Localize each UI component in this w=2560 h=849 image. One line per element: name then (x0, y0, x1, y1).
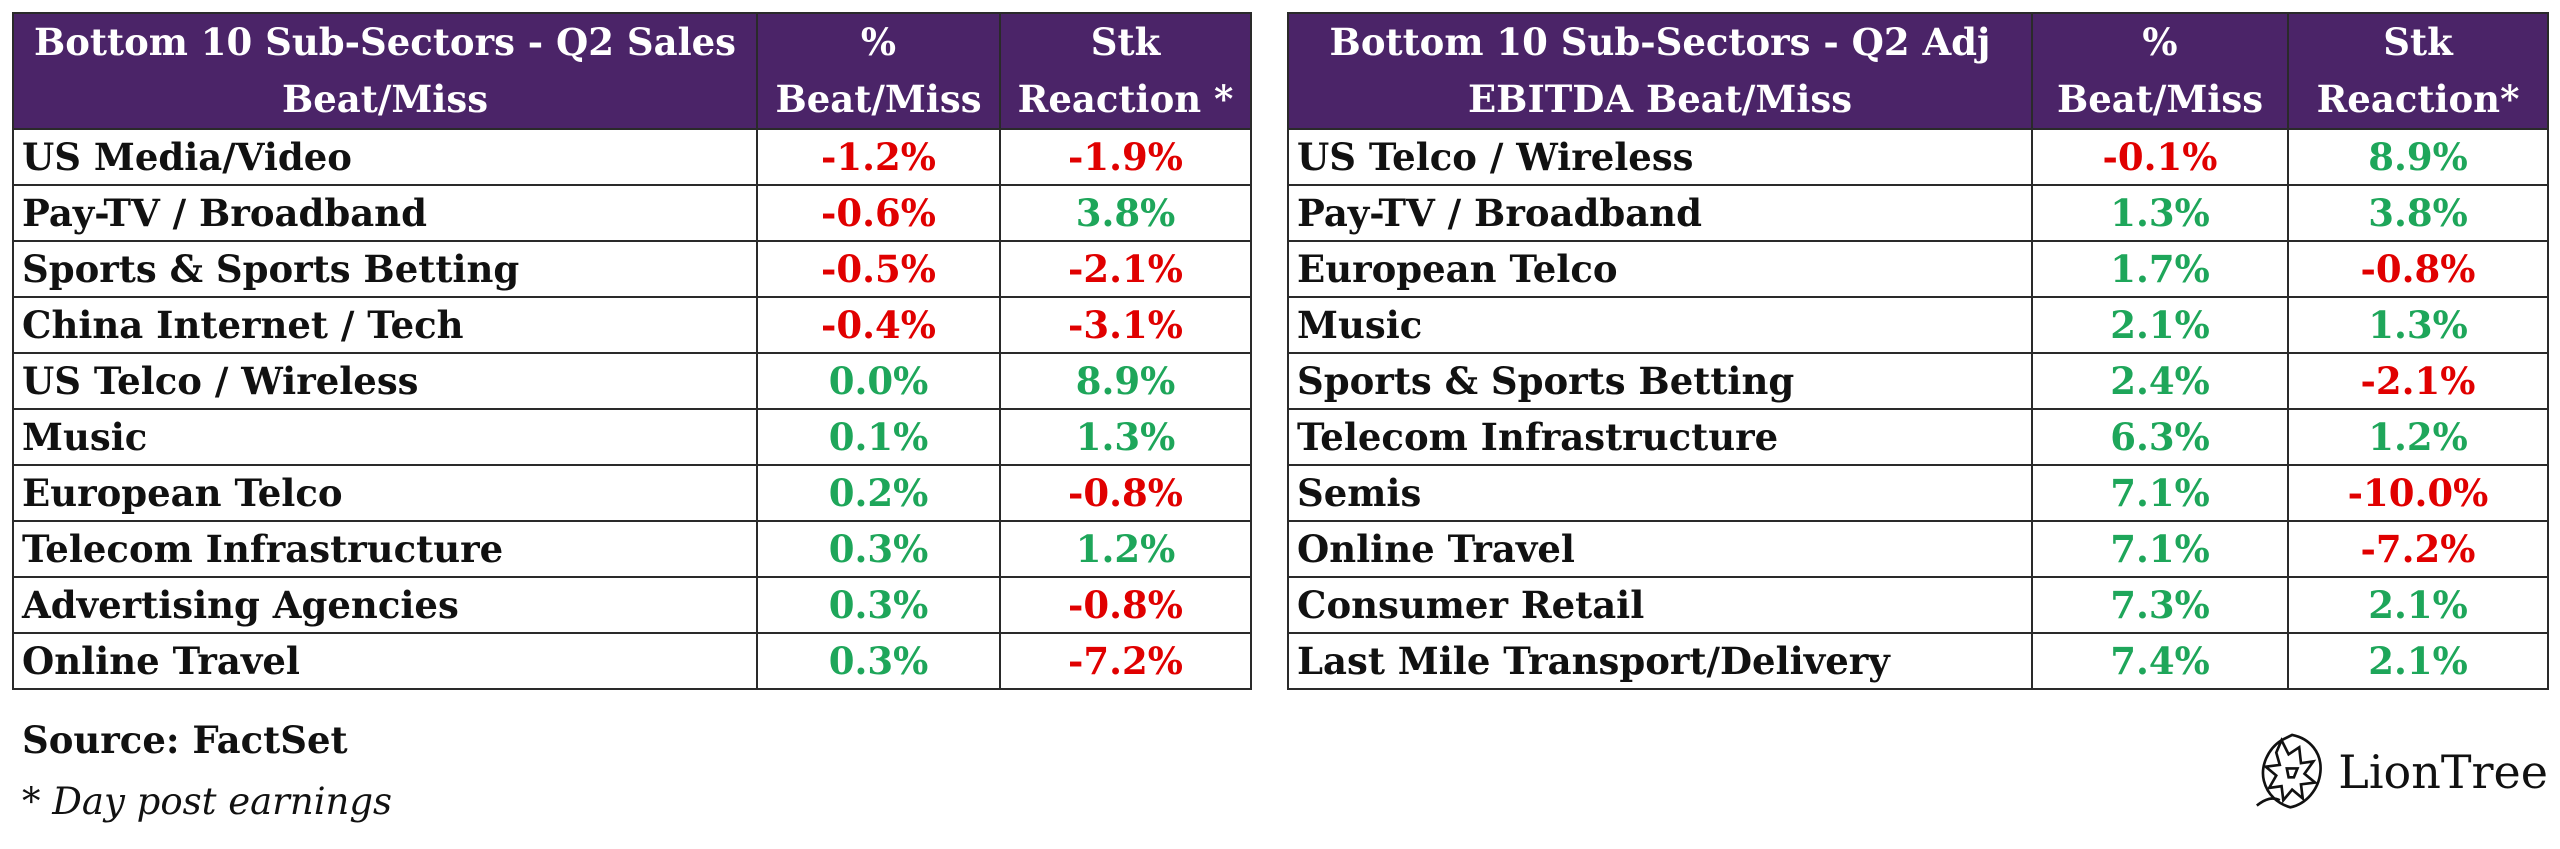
table-header-row: Bottom 10 Sub-Sectors - Q2 Sales Beat/Mi… (12, 12, 1252, 130)
logo-text: LionTree (2338, 745, 2548, 799)
beat-miss-cell: 0.1% (756, 408, 1001, 466)
table-row: Advertising Agencies 0.3% -0.8% (12, 576, 1252, 634)
table-row: US Telco / Wireless 0.0% 8.9% (12, 352, 1252, 410)
sector-cell: Last Mile Transport/Delivery (1287, 632, 2033, 690)
beat-miss-cell: -1.2% (756, 128, 1001, 186)
table-row: Consumer Retail 7.3% 2.1% (1287, 576, 2549, 634)
table-row: Online Travel 7.1% -7.2% (1287, 520, 2549, 578)
stock-reaction-cell: 1.2% (2287, 408, 2549, 466)
stock-reaction-cell: -7.2% (999, 632, 1252, 690)
beat-miss-cell: 7.4% (2031, 632, 2289, 690)
header-stock-reaction: Stk Reaction * (999, 12, 1252, 130)
beat-miss-cell: 6.3% (2031, 408, 2289, 466)
stock-reaction-cell: 1.3% (999, 408, 1252, 466)
stock-reaction-cell: 8.9% (999, 352, 1252, 410)
lion-head-icon (2256, 733, 2322, 809)
stock-reaction-cell: -1.9% (999, 128, 1252, 186)
footnote: * Day post earnings (22, 780, 393, 823)
table-row: Semis 7.1% -10.0% (1287, 464, 2549, 522)
sector-cell: Online Travel (12, 632, 758, 690)
beat-miss-cell: 7.1% (2031, 464, 2289, 522)
sector-cell: European Telco (12, 464, 758, 522)
table-row: Sports & Sports Betting 2.4% -2.1% (1287, 352, 2549, 410)
sector-cell: Telecom Infrastructure (1287, 408, 2033, 466)
sector-cell: Online Travel (1287, 520, 2033, 578)
beat-miss-cell: 2.4% (2031, 352, 2289, 410)
sector-cell: US Media/Video (12, 128, 758, 186)
table-row: Music 0.1% 1.3% (12, 408, 1252, 466)
table-row: Telecom Infrastructure 6.3% 1.2% (1287, 408, 2549, 466)
table-row: Telecom Infrastructure 0.3% 1.2% (12, 520, 1252, 578)
sector-cell: Pay-TV / Broadband (12, 184, 758, 242)
sector-cell: China Internet / Tech (12, 296, 758, 354)
sector-cell: Music (12, 408, 758, 466)
sector-cell: Sports & Sports Betting (1287, 352, 2033, 410)
table-row: Sports & Sports Betting -0.5% -2.1% (12, 240, 1252, 298)
stock-reaction-cell: -10.0% (2287, 464, 2549, 522)
table-row: Last Mile Transport/Delivery 7.4% 2.1% (1287, 632, 2549, 690)
stock-reaction-cell: 3.8% (2287, 184, 2549, 242)
header-beat-miss: % Beat/Miss (2031, 12, 2289, 130)
table-row: European Telco 0.2% -0.8% (12, 464, 1252, 522)
sector-cell: Semis (1287, 464, 2033, 522)
beat-miss-cell: -0.6% (756, 184, 1001, 242)
liontree-logo: LionTree (2248, 722, 2548, 822)
sector-cell: Music (1287, 296, 2033, 354)
header-beat-miss: % Beat/Miss (756, 12, 1001, 130)
stock-reaction-cell: -0.8% (999, 576, 1252, 634)
stock-reaction-cell: 8.9% (2287, 128, 2549, 186)
sector-cell: Telecom Infrastructure (12, 520, 758, 578)
beat-miss-cell: -0.4% (756, 296, 1001, 354)
ebitda-beat-miss-table: Bottom 10 Sub-Sectors - Q2 Adj EBITDA Be… (1287, 12, 2549, 690)
table-row: China Internet / Tech -0.4% -3.1% (12, 296, 1252, 354)
table-row: US Media/Video -1.2% -1.9% (12, 128, 1252, 186)
sector-cell: US Telco / Wireless (12, 352, 758, 410)
stock-reaction-cell: -2.1% (2287, 352, 2549, 410)
header-sector: Bottom 10 Sub-Sectors - Q2 Adj EBITDA Be… (1287, 12, 2033, 130)
table-body: US Media/Video -1.2% -1.9% Pay-TV / Broadba… (12, 128, 1252, 690)
table-row: Pay-TV / Broadband 1.3% 3.8% (1287, 184, 2549, 242)
header-stock-reaction: Stk Reaction* (2287, 12, 2549, 130)
stock-reaction-cell: 2.1% (2287, 632, 2549, 690)
beat-miss-cell: 0.2% (756, 464, 1001, 522)
sector-cell: Consumer Retail (1287, 576, 2033, 634)
beat-miss-cell: 0.3% (756, 520, 1001, 578)
sector-cell: US Telco / Wireless (1287, 128, 2033, 186)
beat-miss-cell: 7.1% (2031, 520, 2289, 578)
beat-miss-cell: 0.3% (756, 632, 1001, 690)
beat-miss-cell: 0.3% (756, 576, 1001, 634)
header-sector: Bottom 10 Sub-Sectors - Q2 Sales Beat/Mi… (12, 12, 758, 130)
stock-reaction-cell: -7.2% (2287, 520, 2549, 578)
table-row: US Telco / Wireless -0.1% 8.9% (1287, 128, 2549, 186)
stock-reaction-cell: 2.1% (2287, 576, 2549, 634)
sector-cell: Pay-TV / Broadband (1287, 184, 2033, 242)
beat-miss-cell: 7.3% (2031, 576, 2289, 634)
stock-reaction-cell: -2.1% (999, 240, 1252, 298)
beat-miss-cell: 1.7% (2031, 240, 2289, 298)
beat-miss-cell: 1.3% (2031, 184, 2289, 242)
beat-miss-cell: 0.0% (756, 352, 1001, 410)
table-body: US Telco / Wireless -0.1% 8.9% Pay-TV / Bro… (1287, 128, 2549, 690)
table-row: Online Travel 0.3% -7.2% (12, 632, 1252, 690)
stock-reaction-cell: -0.8% (2287, 240, 2549, 298)
sector-cell: Advertising Agencies (12, 576, 758, 634)
sales-beat-miss-table: Bottom 10 Sub-Sectors - Q2 Sales Beat/Mi… (12, 12, 1252, 690)
stock-reaction-cell: 3.8% (999, 184, 1252, 242)
sector-cell: Sports & Sports Betting (12, 240, 758, 298)
table-header-row: Bottom 10 Sub-Sectors - Q2 Adj EBITDA Be… (1287, 12, 2549, 130)
stock-reaction-cell: 1.3% (2287, 296, 2549, 354)
table-row: European Telco 1.7% -0.8% (1287, 240, 2549, 298)
table-row: Pay-TV / Broadband -0.6% 3.8% (12, 184, 1252, 242)
stock-reaction-cell: 1.2% (999, 520, 1252, 578)
stock-reaction-cell: -3.1% (999, 296, 1252, 354)
stock-reaction-cell: -0.8% (999, 464, 1252, 522)
table-row: Music 2.1% 1.3% (1287, 296, 2549, 354)
beat-miss-cell: -0.1% (2031, 128, 2289, 186)
beat-miss-cell: -0.5% (756, 240, 1001, 298)
sector-cell: European Telco (1287, 240, 2033, 298)
source-note: Source: FactSet (22, 718, 348, 762)
beat-miss-cell: 2.1% (2031, 296, 2289, 354)
